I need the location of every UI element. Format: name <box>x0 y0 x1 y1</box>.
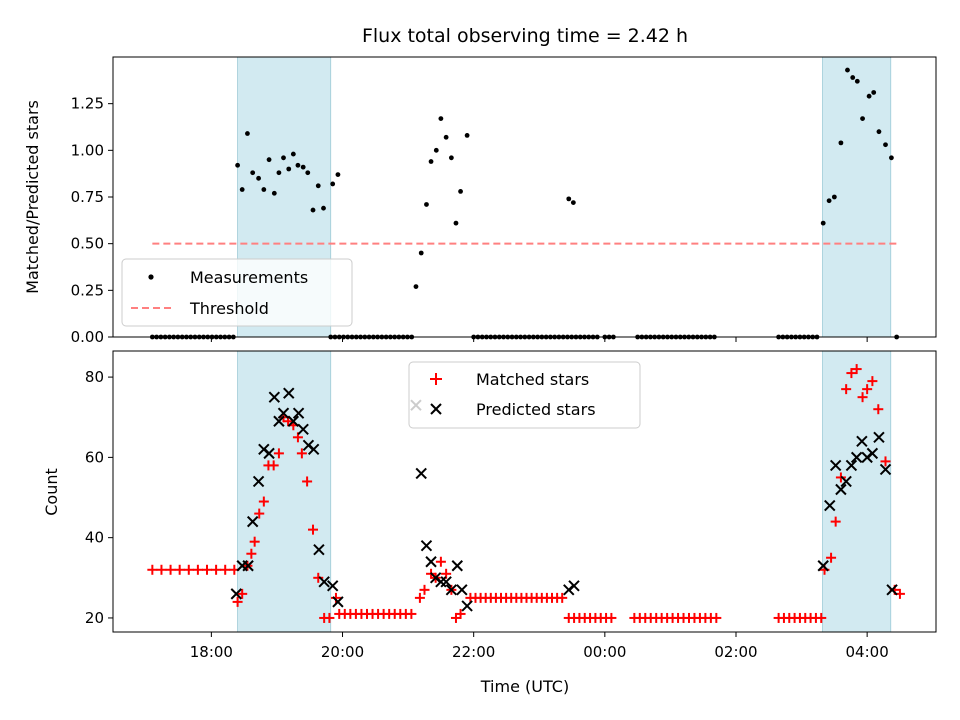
measurement-point <box>458 189 463 194</box>
measurement-point <box>301 165 306 170</box>
x-tick-label: 18:00 <box>190 643 233 661</box>
y-tick-label: 40 <box>85 529 104 547</box>
measurement-point <box>867 94 872 99</box>
measurement-point <box>877 129 882 134</box>
measurement-point <box>871 90 876 95</box>
measurement-point <box>860 116 865 121</box>
y-tick-label: 60 <box>85 448 104 466</box>
measurement-point <box>465 133 470 138</box>
chart-figure: Flux total observing time = 2.42 h 0.00 0… <box>0 0 960 720</box>
top-y-axis-label: Matched/Predicted stars <box>23 100 42 294</box>
measurement-point <box>286 167 291 172</box>
measurement-point <box>566 196 571 201</box>
shaded-region <box>238 351 331 632</box>
measurement-point <box>261 187 266 192</box>
measurement-point <box>305 170 310 175</box>
measurement-point <box>272 191 277 196</box>
measurement-point <box>883 142 888 147</box>
measurement-point <box>424 202 429 207</box>
measurement-point <box>419 251 424 256</box>
shaded-region <box>823 351 891 632</box>
x-axis-label: Time (UTC) <box>480 677 569 696</box>
measurement-point <box>434 148 439 153</box>
legend-predicted-label: Predicted stars <box>476 400 596 419</box>
bottom-legend: Matched stars Predicted stars <box>409 362 640 428</box>
bottom-y-axis-label: Count <box>42 468 61 516</box>
y-tick-label: 0.50 <box>71 235 104 253</box>
measurement-point <box>855 79 860 84</box>
y-tick-label: 1.25 <box>71 95 104 113</box>
measurement-point <box>311 208 316 213</box>
measurement-point <box>571 200 576 205</box>
measurement-point <box>235 163 240 168</box>
y-tick-label: 0.25 <box>71 281 104 299</box>
y-tick-label: 1.00 <box>71 141 104 159</box>
chart-title: Flux total observing time = 2.42 h <box>362 25 688 47</box>
x-tick-label: 00:00 <box>583 643 626 661</box>
measurement-point <box>250 170 255 175</box>
legend-measurements-marker <box>148 274 153 279</box>
x-tick-label: 20:00 <box>321 643 364 661</box>
measurement-point <box>845 68 850 73</box>
legend-measurements-label: Measurements <box>190 268 308 287</box>
measurement-point <box>240 187 245 192</box>
measurement-point <box>414 284 419 289</box>
measurement-point <box>889 155 894 160</box>
measurement-point <box>827 198 832 203</box>
measurement-point <box>256 176 261 181</box>
measurement-point <box>245 131 250 136</box>
measurement-point <box>336 172 341 177</box>
legend-threshold-label: Threshold <box>189 299 269 318</box>
measurement-point <box>832 195 837 200</box>
y-tick-label: 0.00 <box>71 328 104 346</box>
measurement-point <box>839 140 844 145</box>
measurement-point <box>429 159 434 164</box>
y-tick-label: 80 <box>85 368 104 386</box>
measurement-point <box>277 170 282 175</box>
measurement-point <box>281 155 286 160</box>
y-tick-label: 0.75 <box>71 188 104 206</box>
measurement-point <box>821 221 826 226</box>
measurement-point <box>454 221 459 226</box>
measurement-point <box>444 135 449 140</box>
measurement-point <box>330 182 335 187</box>
top-legend: Measurements Threshold <box>122 259 352 326</box>
x-tick-label: 04:00 <box>846 643 889 661</box>
x-tick-label: 22:00 <box>452 643 495 661</box>
legend-matched-label: Matched stars <box>476 370 589 389</box>
x-tick-label: 02:00 <box>714 643 757 661</box>
y-tick-label: 20 <box>85 609 104 627</box>
measurement-point <box>438 116 443 121</box>
figure-background <box>0 0 960 720</box>
measurement-point <box>296 163 301 168</box>
measurement-point <box>316 183 321 188</box>
measurement-point <box>291 152 296 157</box>
measurement-point <box>267 157 272 162</box>
measurement-point <box>850 75 855 80</box>
measurement-point <box>321 206 326 211</box>
measurement-point <box>449 155 454 160</box>
